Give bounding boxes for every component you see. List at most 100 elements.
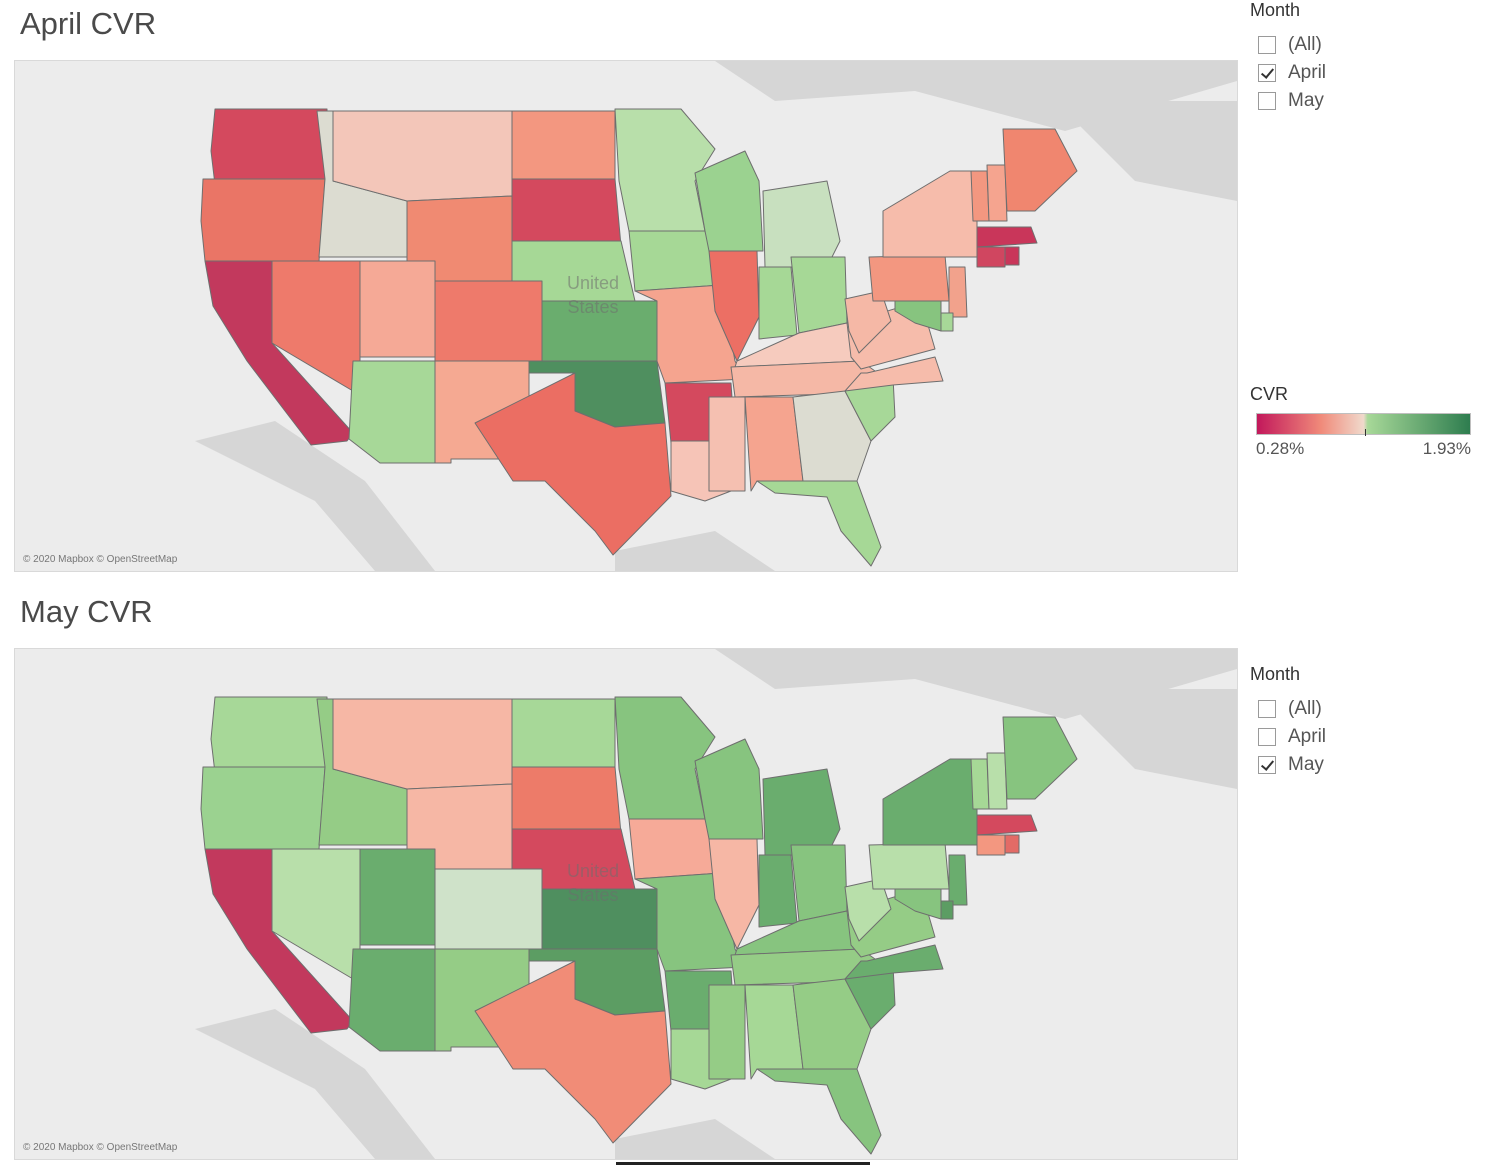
filter-option-label: May — [1288, 754, 1324, 775]
state-mt[interactable] — [332, 698, 513, 790]
map-may[interactable]: United States © 2020 Mapbox © OpenStreetM… — [14, 648, 1238, 1160]
state-mi[interactable] — [762, 180, 841, 268]
state-ri[interactable] — [1004, 834, 1020, 854]
state-nd[interactable] — [511, 110, 616, 180]
state-vt[interactable] — [970, 758, 990, 810]
filter-option-all[interactable]: (All) — [1250, 31, 1480, 59]
state-fl[interactable] — [756, 1068, 882, 1155]
state-pa[interactable] — [868, 254, 950, 302]
basemap-land — [135, 61, 1237, 131]
filter-option-label: April — [1288, 62, 1327, 83]
legend-title: CVR — [1250, 384, 1289, 404]
state-wi[interactable] — [694, 738, 764, 840]
state-mn[interactable] — [614, 108, 716, 232]
state-sd[interactable] — [511, 178, 622, 247]
choropleth-may[interactable]: United States — [15, 649, 1237, 1159]
legend-color-ramp — [1256, 413, 1471, 436]
country-label-line: States — [567, 297, 618, 317]
cvr-legend: CVR 0.28% 1.93% — [1250, 384, 1480, 459]
state-sd[interactable] — [511, 766, 622, 835]
country-label-line: United — [567, 273, 619, 293]
state-ct[interactable] — [976, 834, 1006, 856]
state-wa[interactable] — [210, 696, 328, 774]
basemap-land — [195, 421, 435, 571]
country-label: United States — [567, 861, 619, 905]
state-md[interactable] — [894, 300, 942, 332]
state-fl[interactable] — [756, 480, 882, 567]
state-il[interactable] — [708, 838, 760, 950]
filter-option-april[interactable]: April — [1250, 723, 1480, 751]
map-attribution[interactable]: © 2020 Mapbox © OpenStreetMap — [23, 554, 178, 565]
country-label-line: States — [567, 885, 618, 905]
state-layer[interactable] — [200, 696, 1078, 1155]
state-co[interactable] — [434, 868, 543, 950]
state-co[interactable] — [434, 280, 543, 362]
basemap-land — [195, 1009, 435, 1159]
horizontal-scrollbar[interactable] — [616, 1162, 870, 1165]
state-mn[interactable] — [614, 696, 716, 820]
state-me[interactable] — [1002, 128, 1078, 212]
state-nc[interactable] — [844, 944, 944, 980]
country-label: United States — [567, 273, 619, 317]
filter-option-label: May — [1288, 90, 1324, 111]
state-in[interactable] — [758, 266, 798, 340]
state-nc[interactable] — [844, 356, 944, 392]
checkbox[interactable] — [1258, 92, 1276, 110]
legend-midpoint-tick — [1365, 429, 1366, 436]
legend-min-label: 0.28% — [1256, 439, 1305, 458]
state-nh[interactable] — [986, 752, 1008, 810]
state-or[interactable] — [200, 766, 326, 850]
state-md[interactable] — [894, 888, 942, 920]
state-mi[interactable] — [762, 768, 841, 856]
state-layer[interactable] — [200, 108, 1078, 567]
state-tx[interactable] — [474, 372, 672, 556]
state-mt[interactable] — [332, 110, 513, 202]
state-nj[interactable] — [948, 854, 968, 906]
state-nj[interactable] — [948, 266, 968, 318]
basemap-land — [615, 1119, 775, 1159]
state-ma[interactable] — [976, 814, 1038, 836]
month-filter-may: Month (All) April May — [1250, 664, 1480, 779]
choropleth-april[interactable]: United States — [15, 61, 1237, 571]
state-ut[interactable] — [359, 260, 436, 358]
state-in[interactable] — [758, 854, 798, 928]
panel-title-may: May CVR — [20, 594, 153, 629]
state-ri[interactable] — [1004, 246, 1020, 266]
state-ms[interactable] — [708, 984, 746, 1080]
state-az[interactable] — [348, 360, 436, 464]
state-az[interactable] — [348, 948, 436, 1052]
state-ma[interactable] — [976, 226, 1038, 248]
checkbox[interactable] — [1258, 728, 1276, 746]
state-ut[interactable] — [359, 848, 436, 946]
country-label-line: United — [567, 861, 619, 881]
state-ct[interactable] — [976, 246, 1006, 268]
checkbox[interactable] — [1258, 36, 1276, 54]
filter-title: Month — [1250, 0, 1301, 20]
map-april[interactable]: United States © 2020 Mapbox © OpenStreetM… — [14, 60, 1238, 572]
state-il[interactable] — [708, 250, 760, 362]
state-oh[interactable] — [790, 256, 848, 334]
state-me[interactable] — [1002, 716, 1078, 800]
checkbox[interactable] — [1258, 756, 1276, 774]
state-de[interactable] — [940, 900, 954, 920]
state-nd[interactable] — [511, 698, 616, 768]
state-tx[interactable] — [474, 960, 672, 1144]
state-ga[interactable] — [792, 978, 872, 1070]
filter-option-may[interactable]: May — [1250, 751, 1480, 779]
checkbox[interactable] — [1258, 64, 1276, 82]
state-ga[interactable] — [792, 390, 872, 482]
filter-option-april[interactable]: April — [1250, 59, 1480, 87]
state-nh[interactable] — [986, 164, 1008, 222]
checkbox[interactable] — [1258, 700, 1276, 718]
state-ms[interactable] — [708, 396, 746, 492]
filter-option-may[interactable]: May — [1250, 87, 1480, 115]
state-de[interactable] — [940, 312, 954, 332]
map-attribution[interactable]: © 2020 Mapbox © OpenStreetMap — [23, 1142, 178, 1153]
filter-option-all[interactable]: (All) — [1250, 695, 1480, 723]
state-pa[interactable] — [868, 842, 950, 890]
state-oh[interactable] — [790, 844, 848, 922]
state-vt[interactable] — [970, 170, 990, 222]
state-wi[interactable] — [694, 150, 764, 252]
state-or[interactable] — [200, 178, 326, 262]
state-wa[interactable] — [210, 108, 328, 186]
